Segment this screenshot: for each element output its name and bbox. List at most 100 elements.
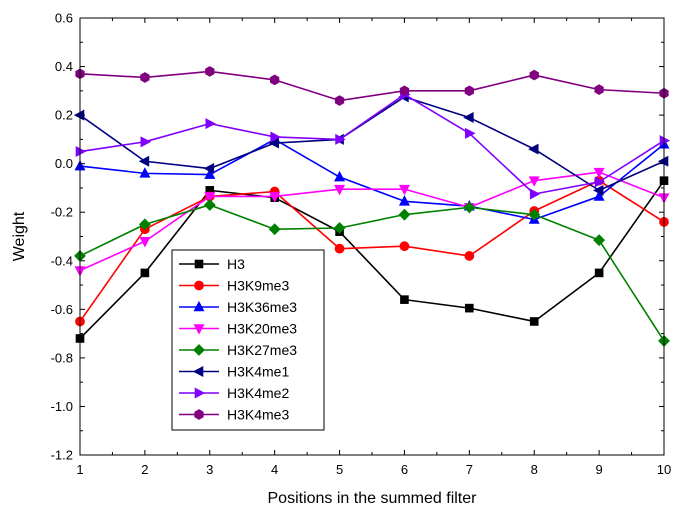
data-point-h3k36me3 <box>593 190 605 201</box>
data-point-h3k36me3 <box>204 168 216 179</box>
plot-series <box>73 66 671 347</box>
data-point-h3k36me3 <box>139 167 151 178</box>
data-point-h3 <box>529 317 539 326</box>
y-axis-title: Weight <box>11 211 28 261</box>
data-point-h3k20me3 <box>398 184 410 196</box>
series-h3k4me2 <box>75 88 671 200</box>
legend-label-h3k4me3: H3K4me3 <box>227 407 289 423</box>
y-tick-label: 0.0 <box>55 156 73 171</box>
y-tick-label: 0.6 <box>55 11 73 26</box>
data-point-h3k9me3 <box>464 251 475 261</box>
legend: H3 H3K9me3 H3K36me3 H3K20me3 H3K27me3 H3K4me1… <box>171 249 325 431</box>
legend-marker-h3k27me3 <box>193 344 205 356</box>
series-line-h3k27me3 <box>79 204 665 342</box>
data-point-h3k27me3 <box>333 222 346 234</box>
legend-marker-h3k20me3 <box>193 324 205 335</box>
legend-label-h3k36me3: H3K36me3 <box>227 299 297 315</box>
legend-marker-h3k9me3 <box>194 280 204 291</box>
data-point-h3k27me3 <box>528 208 541 221</box>
x-tick-label: 9 <box>595 462 602 477</box>
axis-ticks: 1 2 3 4 5 6 7 8 9 10 -1.2 -1.0 -0.8 -0.6 -0.4 -0.2 0.0 0.… <box>51 11 672 478</box>
data-point-h3k20me3 <box>334 184 346 196</box>
x-tick-label: 10 <box>657 462 671 477</box>
y-tick-label: -0.6 <box>51 302 73 317</box>
series-line-h3k36me3 <box>79 138 665 221</box>
series-h3k4me1 <box>73 91 669 196</box>
data-point-h3 <box>400 295 409 304</box>
legend-marker-h3 <box>194 259 204 269</box>
data-point-h3k4me2 <box>465 127 476 139</box>
y-tick-label: -0.8 <box>51 350 73 365</box>
legend-label-h3k20me3: H3K20me3 <box>227 321 297 337</box>
series-h3k27me3 <box>74 199 670 347</box>
data-point-h3k4me2 <box>140 136 152 148</box>
y-tick-label: -0.4 <box>51 253 73 268</box>
data-point-h3k4me1 <box>138 155 150 167</box>
data-point-h3k4me2 <box>205 118 216 130</box>
series-line-h3k4me2 <box>79 93 665 195</box>
data-point-h3 <box>140 268 150 278</box>
x-tick-label: 7 <box>466 462 473 477</box>
data-point-h3k20me3 <box>528 176 540 187</box>
data-point-h3k4me3 <box>270 74 280 86</box>
data-point-h3k4me2 <box>270 131 281 143</box>
data-point-h3k4me2 <box>529 188 541 200</box>
data-point-h3k4me1 <box>592 184 604 196</box>
series-h3 <box>75 176 669 343</box>
data-point-h3k27me3 <box>268 223 281 236</box>
data-point-h3k4me3 <box>140 72 150 83</box>
legend-label-h3k27me3: H3K27me3 <box>227 342 297 358</box>
data-point-h3k4me2 <box>75 146 87 158</box>
series-h3k20me3 <box>74 167 670 277</box>
y-tick-label: -1.0 <box>51 399 73 414</box>
legend-label-h3k4me2: H3K4me2 <box>227 385 289 401</box>
legend-marker-h3k4me3 <box>194 409 204 420</box>
data-point-h3k27me3 <box>398 208 411 221</box>
legend-label-h3: H3 <box>227 256 245 272</box>
data-point-h3k4me2 <box>335 133 346 145</box>
series-line-h3 <box>79 180 665 340</box>
legend-marker-h3k4me1 <box>192 366 204 377</box>
data-point-h3k4me3 <box>334 95 345 106</box>
legend-label-h3k9me3: H3K9me3 <box>227 278 289 294</box>
data-point-h3k36me3 <box>398 195 410 206</box>
data-point-h3k20me3 <box>204 192 216 203</box>
y-tick-label: 0.2 <box>55 108 73 123</box>
x-tick-label: 6 <box>401 462 408 477</box>
series-h3k9me3 <box>75 175 669 327</box>
series-line-h3k4me3 <box>79 70 665 102</box>
x-tick-label: 2 <box>141 462 148 477</box>
data-point-h3k20me3 <box>139 237 151 248</box>
data-point-h3k4me1 <box>463 112 474 124</box>
series-line-h3k4me1 <box>79 96 665 192</box>
data-point-h3k27me3 <box>203 199 216 211</box>
legend-marker-h3k36me3 <box>193 300 205 312</box>
data-point-h3k4me2 <box>659 135 671 147</box>
y-tick-label: 0.4 <box>55 59 73 74</box>
x-tick-label: 8 <box>531 462 538 477</box>
data-point-h3k27me3 <box>463 201 476 214</box>
data-point-h3k4me1 <box>203 163 215 175</box>
data-point-h3k4me3 <box>529 69 539 81</box>
data-point-h3k4me3 <box>464 85 474 97</box>
plot-frame <box>79 17 665 456</box>
data-point-h3k4me3 <box>399 85 410 97</box>
x-axis-title: Positions in the summed filter <box>268 490 478 507</box>
data-point-h3k27me3 <box>593 234 606 247</box>
series-h3k4me3 <box>75 66 669 106</box>
data-point-h3k36me3 <box>334 170 346 182</box>
legend-label-h3k4me1: H3K4me1 <box>227 364 289 380</box>
data-point-h3k20me3 <box>593 167 605 179</box>
x-tick-label: 1 <box>76 462 83 477</box>
data-point-h3k9me3 <box>399 241 410 252</box>
x-tick-label: 5 <box>336 462 343 477</box>
y-tick-label: -1.2 <box>51 448 73 463</box>
data-point-h3k4me1 <box>657 155 669 167</box>
legend-marker-h3k4me2 <box>194 387 206 399</box>
data-point-h3k4me1 <box>528 143 539 155</box>
series-line-h3k9me3 <box>79 179 665 322</box>
data-point-h3k4me3 <box>594 84 604 95</box>
data-point-h3k27me3 <box>138 218 151 231</box>
data-point-h3k4me3 <box>205 66 215 77</box>
